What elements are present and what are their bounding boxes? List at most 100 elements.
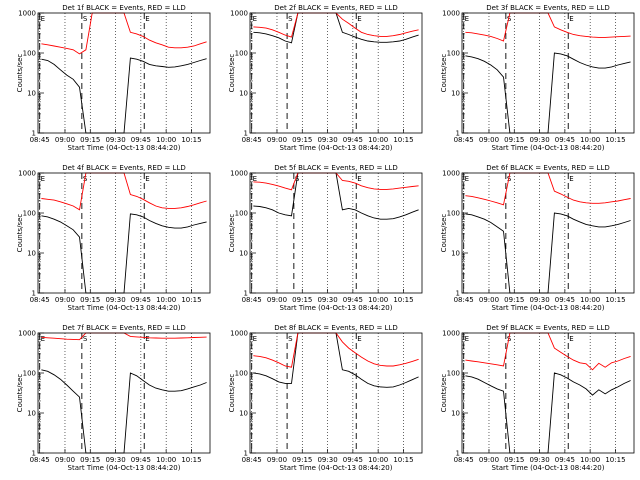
y-tick-label: 100: [235, 370, 248, 378]
x-tick-label: 10:00: [368, 296, 388, 304]
plot-frame: [461, 12, 635, 134]
x-tick-label: 08:45: [242, 296, 262, 304]
x-tick-label: 09:45: [343, 136, 363, 144]
lld-series-line: [253, 332, 419, 368]
x-tick-label: 10:00: [368, 136, 388, 144]
y-tick-label: 1000: [230, 170, 248, 178]
y-tick-label: 10: [239, 250, 248, 258]
plot-frame: [37, 332, 211, 454]
x-tick-label: 10:00: [156, 456, 176, 464]
events-series-line: [253, 12, 419, 44]
y-tick-label: 1: [456, 290, 460, 298]
x-tick-label: 10:15: [393, 456, 413, 464]
x-tick-label: 09:30: [317, 456, 337, 464]
y-axis-label: Counts/sec: [440, 214, 448, 253]
y-axis-label: Counts/sec: [228, 214, 236, 253]
x-tick-label: 10:00: [156, 296, 176, 304]
chart-panel-5: Det 5f BLACK = Events, RED = LLD 08:45 09:…: [228, 164, 423, 312]
y-tick-label: 1: [32, 450, 36, 458]
events-series-line: [41, 369, 207, 454]
x-tick-label: 09:30: [529, 296, 549, 304]
x-axis-label: Start Time (04-Oct-13 08:44:20): [492, 144, 605, 152]
event-marker-label: E: [569, 15, 573, 23]
y-tick-label: 100: [235, 50, 248, 58]
y-tick-label: 1000: [18, 330, 36, 338]
x-tick-label: 09:00: [479, 136, 499, 144]
x-tick-label: 08:45: [30, 136, 50, 144]
lld-series-line: [41, 12, 207, 55]
x-tick-label: 09:45: [131, 456, 151, 464]
chart-panel-6: Det 6f BLACK = Events, RED = LLD 08:45 09:…: [440, 164, 635, 312]
x-tick-label: 09:15: [292, 296, 312, 304]
x-axis-label: Start Time (04-Oct-13 08:44:20): [280, 144, 393, 152]
x-axis-label: Start Time (04-Oct-13 08:44:20): [492, 464, 605, 472]
x-axis-label: Start Time (04-Oct-13 08:44:20): [68, 304, 181, 312]
event-marker-label: E: [253, 15, 257, 23]
x-tick-label: 08:45: [454, 296, 474, 304]
y-tick-label: 100: [23, 210, 36, 218]
x-tick-label: 10:00: [580, 456, 600, 464]
x-tick-label: 09:00: [479, 296, 499, 304]
event-marker-label: E: [357, 335, 361, 343]
event-marker-label: E: [569, 335, 573, 343]
y-tick-label: 100: [447, 50, 460, 58]
events-series-line: [41, 213, 207, 294]
x-tick-label: 10:00: [156, 136, 176, 144]
x-tick-label: 09:00: [55, 136, 75, 144]
events-series-line: [253, 172, 419, 220]
y-tick-label: 1: [456, 450, 460, 458]
x-tick-label: 08:45: [454, 136, 474, 144]
x-tick-label: 10:15: [181, 136, 201, 144]
event-marker-label: E: [253, 175, 257, 183]
y-tick-label: 1000: [230, 330, 248, 338]
x-axis-label: Start Time (04-Oct-13 08:44:20): [68, 144, 181, 152]
y-axis-label: Counts/sec: [228, 374, 236, 413]
events-series-line: [465, 372, 631, 454]
y-tick-label: 1000: [442, 330, 460, 338]
chart-title: Det 7f BLACK = Events, RED = LLD: [62, 324, 185, 332]
chart-panel-3: Det 3f BLACK = Events, RED = LLD 08:45 09:…: [440, 4, 635, 152]
plot-frame: [461, 172, 635, 294]
chart-panel-2: Det 2f BLACK = Events, RED = LLD 08:45 09:…: [228, 4, 423, 152]
x-tick-label: 09:15: [504, 136, 524, 144]
event-marker-label: E: [357, 15, 361, 23]
chart-title: Det 2f BLACK = Events, RED = LLD: [274, 4, 397, 12]
y-tick-label: 100: [235, 210, 248, 218]
y-tick-label: 10: [451, 90, 460, 98]
y-tick-label: 1000: [230, 10, 248, 18]
y-tick-label: 10: [27, 250, 36, 258]
x-axis-label: Start Time (04-Oct-13 08:44:20): [492, 304, 605, 312]
chart-title: Det 4f BLACK = Events, RED = LLD: [62, 164, 185, 172]
lld-series-line: [465, 172, 631, 206]
x-tick-label: 09:15: [80, 136, 100, 144]
event-marker-label: E: [357, 175, 361, 183]
x-tick-label: 08:45: [242, 456, 262, 464]
event-marker-label: S: [83, 15, 88, 23]
x-tick-label: 09:15: [504, 296, 524, 304]
x-tick-label: 09:45: [131, 296, 151, 304]
x-tick-label: 08:45: [30, 456, 50, 464]
x-tick-label: 09:00: [479, 456, 499, 464]
x-tick-label: 09:00: [267, 136, 287, 144]
x-axis-label: Start Time (04-Oct-13 08:44:20): [280, 464, 393, 472]
x-tick-label: 09:15: [80, 456, 100, 464]
x-tick-label: 09:00: [55, 296, 75, 304]
x-tick-label: 09:45: [343, 296, 363, 304]
x-tick-label: 09:30: [105, 296, 125, 304]
event-marker-label: S: [507, 15, 512, 23]
x-tick-label: 09:30: [105, 136, 125, 144]
event-marker-label: S: [507, 335, 512, 343]
lld-series-line: [253, 12, 419, 38]
lld-series-line: [465, 332, 631, 371]
chart-panel-1: Det 1f BLACK = Events, RED = LLD 08:45 09:…: [16, 4, 211, 152]
x-tick-label: 09:00: [267, 456, 287, 464]
events-series-line: [465, 52, 631, 134]
x-tick-label: 08:45: [454, 456, 474, 464]
x-tick-label: 08:45: [30, 296, 50, 304]
y-tick-label: 10: [451, 250, 460, 258]
x-tick-label: 09:30: [529, 456, 549, 464]
event-marker-label: S: [83, 335, 88, 343]
chart-title: Det 1f BLACK = Events, RED = LLD: [62, 4, 185, 12]
x-tick-label: 10:15: [605, 296, 625, 304]
y-axis-label: Counts/sec: [440, 374, 448, 413]
